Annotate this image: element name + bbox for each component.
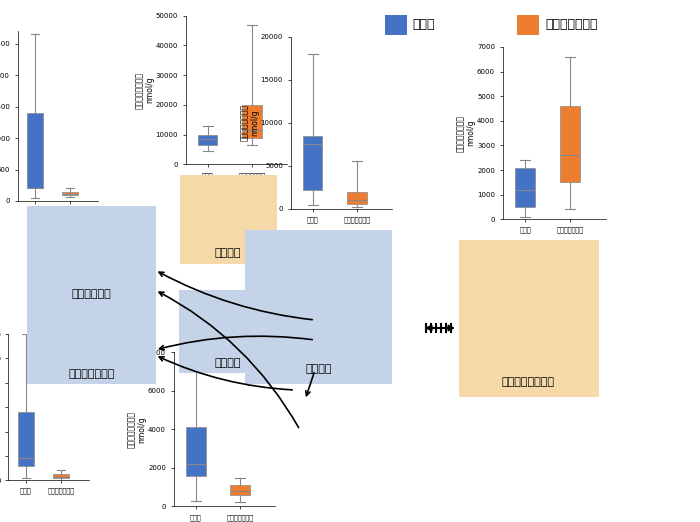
Y-axis label: 便中の代謝物質量
nmol/g: 便中の代謝物質量 nmol/g: [239, 104, 259, 141]
PathPatch shape: [302, 136, 323, 190]
PathPatch shape: [346, 192, 367, 205]
PathPatch shape: [560, 106, 580, 182]
PathPatch shape: [515, 168, 536, 207]
PathPatch shape: [18, 412, 34, 466]
Text: グリシン: グリシン: [215, 248, 242, 258]
Text: コール酸: コール酸: [305, 364, 332, 374]
PathPatch shape: [186, 428, 206, 476]
Text: タウリン: タウリン: [214, 358, 241, 368]
Text: 健常者: 健常者: [413, 18, 435, 31]
PathPatch shape: [230, 485, 250, 495]
Y-axis label: 便中の代謝物質量
nmol/g: 便中の代謝物質量 nmol/g: [127, 411, 146, 448]
Bar: [385, 15, 407, 35]
Text: 胃切除後の患者: 胃切除後の患者: [545, 18, 598, 31]
Bar: [517, 15, 539, 35]
PathPatch shape: [241, 105, 262, 138]
Text: グリコール酸: グリコール酸: [71, 289, 111, 300]
Text: デオキシコール酸: デオキシコール酸: [502, 377, 555, 387]
PathPatch shape: [197, 135, 218, 145]
PathPatch shape: [27, 113, 43, 188]
PathPatch shape: [62, 192, 78, 195]
Text: タウロコール酸: タウロコール酸: [68, 369, 115, 378]
PathPatch shape: [53, 473, 69, 478]
Y-axis label: 便中の代謝物質量
nmol/g: 便中の代謝物質量 nmol/g: [456, 115, 475, 151]
Y-axis label: 便中の代謝物質量
nmol/g: 便中の代謝物質量 nmol/g: [134, 72, 154, 109]
